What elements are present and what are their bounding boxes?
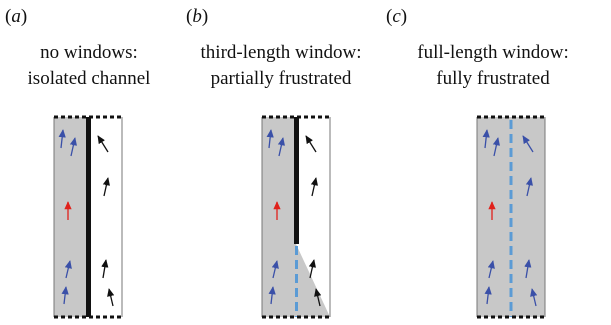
blue-arrow <box>58 129 66 149</box>
black-arrow <box>102 177 110 197</box>
blue-arrow <box>524 259 532 279</box>
blue-arrow <box>492 137 500 157</box>
black-arrow <box>107 288 115 307</box>
blue-arrow <box>522 135 534 153</box>
black-arrow <box>314 288 322 307</box>
black-arrow <box>101 259 109 279</box>
panel-c-diagram <box>476 115 546 319</box>
blue-arrow <box>525 177 533 197</box>
panel-b-wall <box>294 117 299 244</box>
panel-a-wall <box>86 117 91 317</box>
black-arrow <box>305 135 317 153</box>
panel-b-label: (b) <box>186 6 209 27</box>
black-arrow <box>308 259 316 279</box>
blue-arrow <box>64 260 72 279</box>
blue-arrow <box>482 129 490 149</box>
panel-a-shaded-channel <box>54 117 88 317</box>
panel-a-diagram <box>53 115 123 319</box>
panel-b-diagram <box>261 115 331 319</box>
panel-c-label: (c) <box>386 6 408 27</box>
blue-arrow <box>277 137 285 157</box>
panel-b-shaded-channel <box>262 117 296 317</box>
blue-arrow <box>69 137 77 157</box>
black-arrow <box>97 135 109 153</box>
blue-arrow <box>266 129 274 149</box>
blue-arrow <box>487 260 495 279</box>
panel-b-title: third-length window: partially frustrate… <box>200 42 362 89</box>
blue-arrow <box>484 286 492 305</box>
panel-c-shaded-channel <box>477 117 545 317</box>
panel-a-label: (a) <box>5 6 28 27</box>
panel-c-title: full-length window: fully frustrated <box>417 42 569 89</box>
black-arrow <box>310 177 318 197</box>
blue-arrow <box>268 286 276 305</box>
blue-arrow <box>530 288 538 307</box>
panel-a-title: no windows: isolated channel <box>27 42 151 89</box>
blue-arrow <box>61 286 69 305</box>
blue-arrow <box>271 260 279 279</box>
panel-b-leak-region <box>296 244 330 317</box>
